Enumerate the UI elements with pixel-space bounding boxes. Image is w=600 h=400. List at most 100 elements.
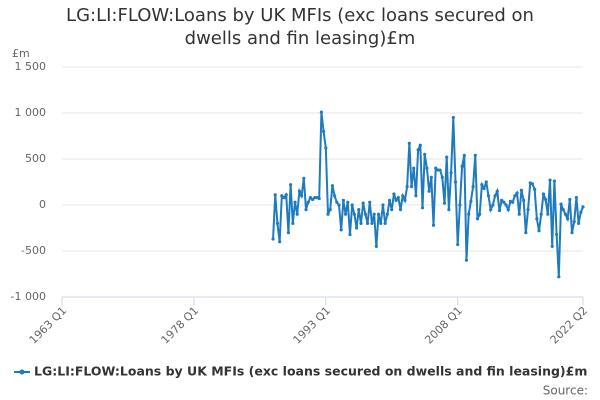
data-point <box>396 196 400 200</box>
data-point <box>442 201 447 205</box>
data-point <box>524 231 528 235</box>
data-point <box>339 228 343 232</box>
data-point <box>491 203 495 207</box>
data-point <box>544 197 548 202</box>
data-point <box>473 153 477 157</box>
data-point <box>561 208 565 212</box>
data-point <box>337 203 341 207</box>
data-point <box>574 196 579 200</box>
data-point <box>429 175 433 179</box>
data-point <box>403 198 407 202</box>
data-point <box>425 166 429 170</box>
data-point <box>541 192 546 196</box>
data-point <box>372 212 376 216</box>
data-point <box>495 189 499 193</box>
data-point <box>440 175 444 179</box>
data-point <box>381 203 385 207</box>
data-point <box>361 201 365 205</box>
data-point <box>513 194 517 198</box>
data-point <box>489 208 493 212</box>
data-point <box>328 208 332 212</box>
data-point <box>493 194 497 198</box>
data-point <box>431 223 436 227</box>
data-point <box>405 185 409 189</box>
chart-title: LG:LI:FLOW:Loans by UK MFIs (exc loans s… <box>66 5 534 49</box>
data-point <box>451 116 455 120</box>
data-point <box>550 244 554 248</box>
data-point <box>368 200 372 204</box>
data-point <box>533 187 537 191</box>
data-point <box>324 146 328 150</box>
data-point <box>335 200 339 204</box>
data-point <box>420 206 425 210</box>
y-tick-label: 500 <box>25 152 46 165</box>
data-point <box>332 194 337 198</box>
data-point <box>581 205 585 209</box>
data-point <box>387 198 392 202</box>
data-point <box>293 200 297 204</box>
data-point <box>436 168 440 172</box>
legend-marker <box>19 369 25 375</box>
legend-label: LG:LI:FLOW:Loans by UK MFIs (exc loans s… <box>34 364 587 379</box>
data-point <box>354 226 359 230</box>
x-tick-label: 1978 Q1 <box>159 304 202 347</box>
data-point <box>559 202 563 206</box>
data-point <box>313 196 317 200</box>
data-point <box>407 141 411 145</box>
data-point <box>275 221 280 225</box>
data-point <box>271 237 275 241</box>
data-point <box>319 110 324 114</box>
data-point <box>392 192 396 196</box>
data-point <box>464 258 469 262</box>
data-point <box>434 166 438 170</box>
data-point <box>427 189 431 193</box>
data-point <box>401 194 405 198</box>
data-point <box>566 217 570 221</box>
data-point <box>326 212 330 216</box>
data-point <box>456 242 460 247</box>
data-point <box>284 193 288 197</box>
data-point <box>471 185 475 189</box>
data-point <box>321 129 326 133</box>
data-point <box>282 196 286 200</box>
data-point <box>300 194 304 198</box>
data-point <box>311 197 315 202</box>
data-point <box>302 176 306 180</box>
data-point <box>416 148 420 152</box>
data-point <box>394 198 398 202</box>
y-tick-label: 1 500 <box>15 60 47 73</box>
data-point <box>304 208 308 212</box>
data-line <box>272 111 584 277</box>
data-point <box>357 208 361 212</box>
data-point <box>352 212 356 216</box>
y-tick-label: 1 000 <box>15 106 47 119</box>
data-point <box>330 184 334 188</box>
y-tick-label: 0 <box>39 198 46 211</box>
data-point <box>557 275 561 279</box>
y-tick-label: -500 <box>21 244 46 257</box>
x-tick-label: 2022 Q2 <box>548 304 591 347</box>
data-point <box>555 232 559 237</box>
data-point <box>577 221 581 225</box>
data-point <box>517 212 521 216</box>
data-point <box>280 194 284 198</box>
data-point <box>365 221 370 225</box>
data-point <box>535 217 539 221</box>
data-point <box>552 179 557 183</box>
data-point <box>423 152 427 156</box>
data-point <box>500 198 504 202</box>
data-point <box>480 183 484 187</box>
data-point <box>515 191 519 195</box>
data-point <box>278 240 282 244</box>
data-point <box>563 212 568 216</box>
data-point <box>478 212 482 216</box>
data-point <box>359 221 363 225</box>
source: Source: <box>543 384 588 398</box>
data-point <box>475 217 480 221</box>
data-point <box>308 196 313 200</box>
data-point <box>497 208 502 213</box>
data-point <box>486 194 491 198</box>
data-point <box>526 208 530 212</box>
data-point <box>460 164 464 168</box>
